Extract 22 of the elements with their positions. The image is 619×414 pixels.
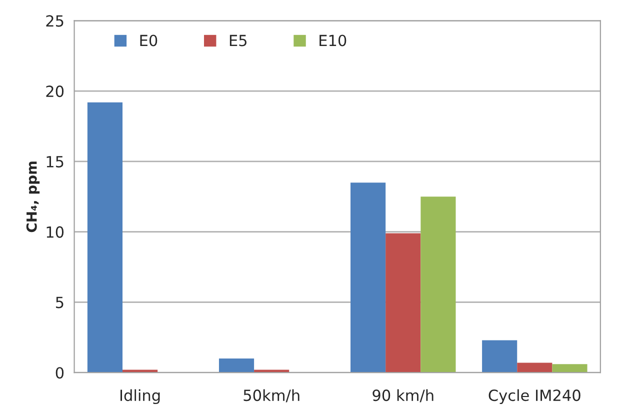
legend-label: E10 [320, 34, 346, 46]
x-tick-label: 90 km/h [372, 389, 434, 402]
y-tick-label: 5 [56, 296, 64, 308]
x-tick-label: Cycle IM240 [488, 389, 580, 404]
x-tick-label: Idling [120, 389, 160, 404]
legend-label: E0 [140, 34, 158, 46]
bar [218, 358, 254, 373]
bar [350, 182, 386, 373]
x-tick-label: 50km/h [244, 389, 300, 402]
bar [386, 233, 421, 373]
y-tick-label: 10 [46, 226, 64, 238]
y-tick-label: 0 [56, 367, 64, 379]
bar [517, 362, 552, 373]
y-axis-title: CH₄, ppm [26, 162, 40, 232]
y-tick-label: 25 [46, 15, 64, 27]
bar [552, 364, 588, 373]
bar [87, 102, 123, 373]
y-tick-label: 20 [46, 86, 64, 98]
bar [420, 196, 456, 373]
legend-label: E5 [230, 34, 246, 46]
y-tick-label: 15 [46, 156, 64, 168]
bar [482, 340, 518, 373]
